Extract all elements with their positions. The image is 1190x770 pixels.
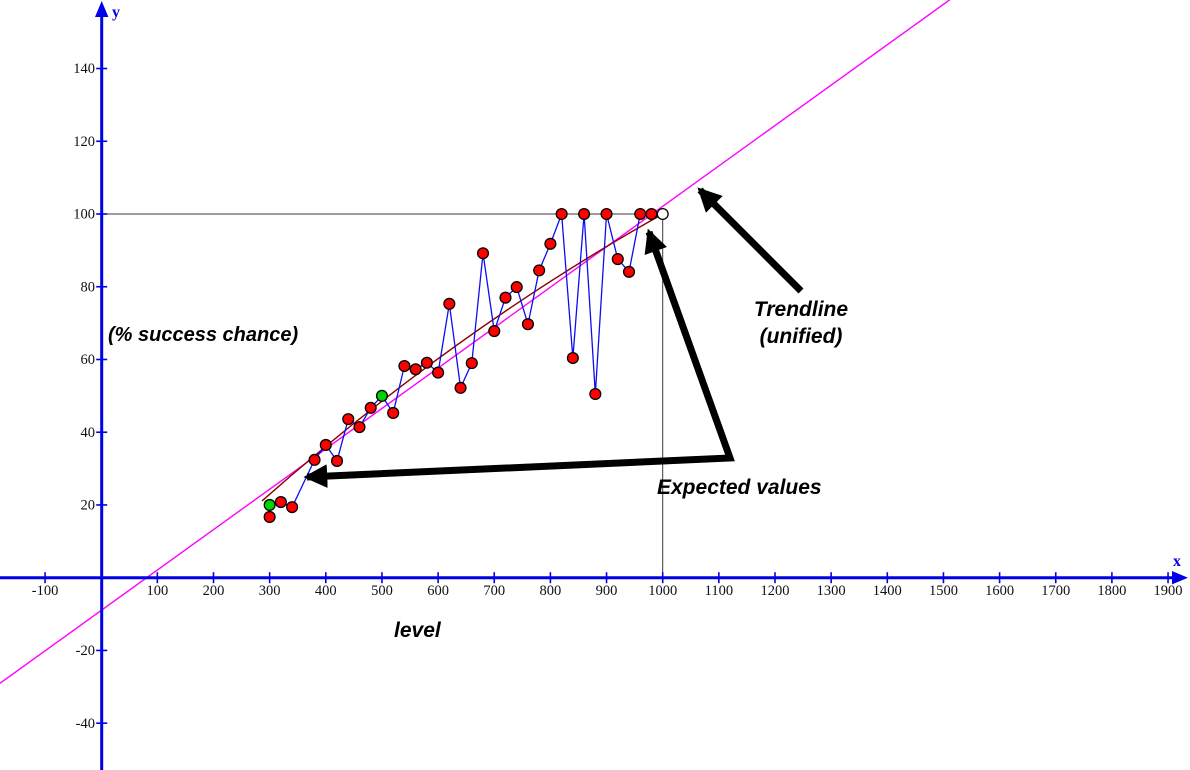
data-point [544, 237, 557, 250]
x-tick-label: 500 [371, 583, 393, 599]
data-point [634, 207, 647, 221]
data-point [443, 297, 456, 310]
data-point-green [263, 498, 276, 512]
trendline-label: (unified) [760, 325, 843, 348]
data-point-green [375, 389, 389, 402]
y-tick-label: 20 [81, 498, 96, 514]
data-point-open [656, 207, 669, 221]
y-axis-caption: (% success chance) [108, 324, 298, 346]
x-tick-label: 1300 [817, 583, 846, 599]
data-point [611, 253, 624, 266]
data-point [499, 291, 512, 304]
data-point [645, 207, 658, 221]
data-point [488, 325, 501, 338]
data-point [510, 281, 523, 294]
data-point [533, 264, 546, 277]
data-point [622, 265, 636, 278]
data-point [319, 438, 332, 451]
trendline-label: Trendline [754, 298, 848, 321]
x-tick-label: 900 [596, 583, 618, 599]
data-point [286, 501, 299, 514]
x-tick-label: 400 [315, 583, 337, 599]
x-tick-label: 1200 [761, 583, 790, 599]
x-tick-label: 1100 [705, 583, 733, 599]
x-tick-label: 1800 [1097, 583, 1126, 599]
data-point [342, 413, 355, 426]
y-tick-label: 140 [73, 61, 95, 77]
data-point [274, 496, 287, 509]
x-tick-label: -100 [32, 583, 59, 599]
data-point [600, 207, 613, 221]
x-tick-label: 300 [259, 583, 281, 599]
x-tick-label: 1400 [873, 583, 902, 599]
expected-values-curve [261, 213, 664, 502]
expected-values-arrows-icon [303, 228, 735, 488]
y-tick-label: 60 [81, 352, 96, 368]
x-tick-label: 200 [203, 583, 225, 599]
x-tick-label: 1600 [985, 583, 1014, 599]
data-point [555, 207, 568, 221]
data-point [521, 318, 534, 331]
data-point [566, 351, 579, 365]
data-point [454, 381, 467, 394]
data-point [330, 454, 344, 468]
data-point [476, 247, 490, 260]
data-point [465, 357, 478, 370]
y-axis-arrow-icon [95, 1, 109, 17]
data-point [398, 359, 411, 373]
data-point [308, 453, 321, 466]
data-point [432, 366, 445, 379]
y-tick-label: 80 [81, 279, 96, 295]
x-axis-caption: level [394, 619, 442, 642]
trendline-arrow-icon [697, 187, 804, 294]
y-tick-label: 100 [73, 207, 95, 223]
x-tick-label: 100 [146, 583, 168, 599]
x-axis-letter: x [1173, 553, 1181, 570]
expected-values-label: Expected values [657, 476, 822, 499]
y-tick-label: 120 [73, 134, 95, 150]
data-point [353, 421, 366, 434]
x-tick-label: 700 [483, 583, 505, 599]
data-point [578, 207, 591, 221]
x-tick-label: 1700 [1041, 583, 1070, 599]
data-point [387, 406, 400, 419]
data-point [263, 510, 276, 524]
y-axis-letter: y [112, 4, 120, 21]
y-tick-label: 40 [81, 425, 96, 441]
x-tick-label: 1500 [929, 583, 958, 599]
data-point [409, 363, 422, 376]
data-point [364, 401, 377, 414]
x-tick-label: 1000 [648, 583, 677, 599]
x-tick-label: 1900 [1154, 583, 1183, 599]
data-point [589, 387, 602, 401]
x-tick-label: 600 [427, 583, 449, 599]
x-tick-label: 800 [540, 583, 562, 599]
data-point [420, 356, 433, 369]
y-tick-label: -20 [76, 643, 95, 659]
y-tick-label: -40 [76, 716, 95, 732]
x-axis-arrow-icon [1172, 571, 1188, 585]
